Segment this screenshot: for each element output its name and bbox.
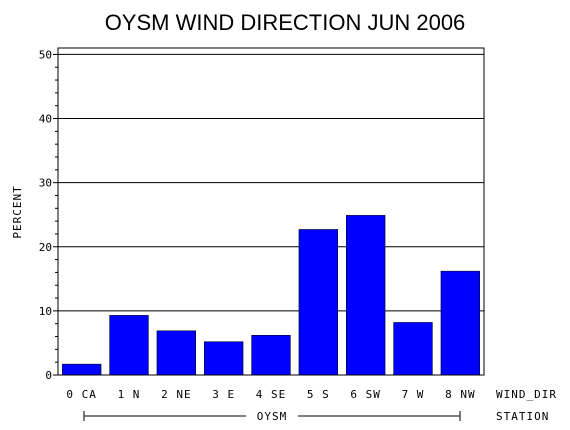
bar-1-n <box>109 315 149 376</box>
x-tick-label: 4 SE <box>256 388 287 401</box>
station-group-bracket: OYSM <box>83 410 461 423</box>
x-tick-label: 0 CA <box>66 388 97 401</box>
x-tick-label: 7 W <box>402 388 425 401</box>
bar-4-se <box>251 334 291 376</box>
bars <box>62 215 480 376</box>
y-tick-label: 10 <box>39 305 52 318</box>
bar-2-ne <box>156 330 196 376</box>
y-tick-label: 30 <box>39 177 52 190</box>
bar-3-e <box>204 341 244 376</box>
y-tick-label: 20 <box>39 241 52 254</box>
group-label: OYSM <box>257 410 288 423</box>
y-axis-label: PERCENT <box>11 185 24 238</box>
bar-6-sw <box>346 215 386 376</box>
x-tick-label: 8 NW <box>445 388 476 401</box>
x-tick-label: 2 NE <box>161 388 192 401</box>
gridlines <box>58 53 484 312</box>
x-tick-label: 1 N <box>118 388 141 401</box>
y-minor-ticks <box>53 53 58 376</box>
x-tick-labels: 0 CA 1 N 2 NE 3 E 4 SE 5 S 6 SW 7 W 8 NW <box>66 388 476 401</box>
chart-title: OYSM WIND DIRECTION JUN 2006 <box>105 10 466 35</box>
plot-frame <box>57 47 485 376</box>
bar-5-s <box>298 229 338 376</box>
bar-8-nw <box>440 270 480 376</box>
x-axis-name: WIND_DIR <box>496 388 557 401</box>
x-tick-label: 6 SW <box>350 388 381 401</box>
y-tick-label: 0 <box>45 369 52 382</box>
y-tick-label: 40 <box>39 113 52 126</box>
y-tick-label: 50 <box>39 48 52 61</box>
bar-0-ca <box>62 363 102 376</box>
bar-7-w <box>393 322 433 376</box>
y-tick-labels: 0 10 20 30 40 50 <box>39 48 52 382</box>
x-tick-label: 5 S <box>307 388 330 401</box>
x-tick-label: 3 E <box>212 388 235 401</box>
group-axis-name: STATION <box>496 410 549 423</box>
